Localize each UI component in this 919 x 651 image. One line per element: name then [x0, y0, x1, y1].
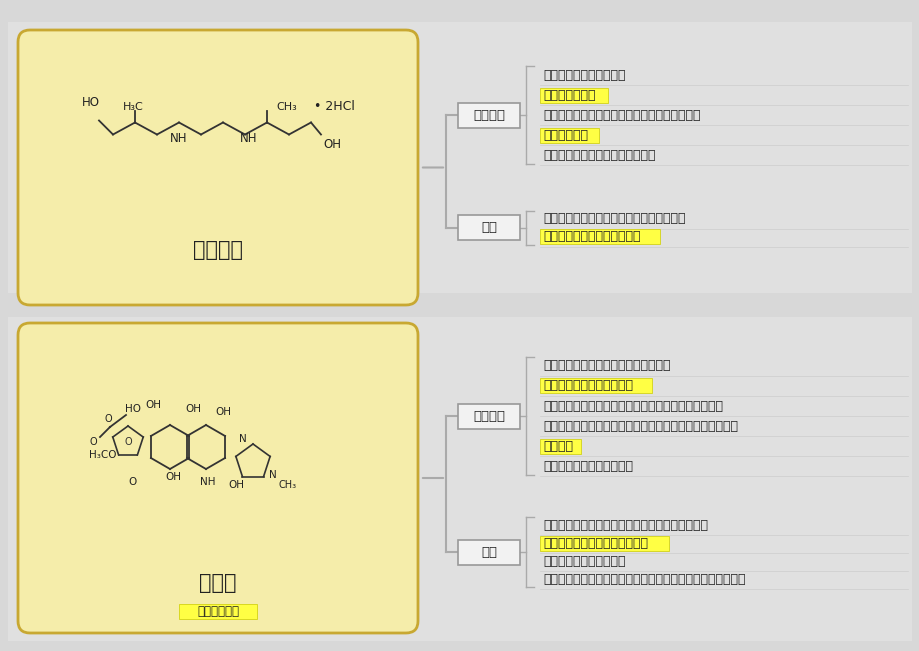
Text: • 2HCl: • 2HCl	[313, 100, 355, 113]
Text: CH₃: CH₃	[278, 480, 297, 490]
FancyBboxPatch shape	[18, 30, 417, 305]
Text: CH₃: CH₃	[277, 102, 297, 113]
Text: 耐药金葡菌及其它敏感细菌引起的感染，局部用药可治疗沙眼: 耐药金葡菌及其它敏感细菌引起的感染，局部用药可治疗沙眼	[542, 573, 744, 586]
Text: OH: OH	[228, 480, 244, 490]
Text: 本药仍然有效: 本药仍然有效	[542, 129, 587, 142]
Bar	[0, 293, 919, 317]
Text: H₃CO: H₃CO	[89, 450, 117, 460]
Text: 对前者的作用与异烟肼相当: 对前者的作用与异烟肼相当	[542, 380, 632, 393]
Text: 与其它抗结核药物间无交叉耐药性: 与其它抗结核药物间无交叉耐药性	[542, 148, 654, 161]
Bar	[539, 536, 668, 551]
Text: 麻风病可与抗麻风药合用: 麻风病可与抗麻风药合用	[542, 555, 625, 568]
Text: 对结核分枝杆菌、麻风分枝杆菌作用强: 对结核分枝杆菌、麻风分枝杆菌作用强	[542, 359, 670, 372]
Text: H₃C: H₃C	[122, 102, 143, 113]
Text: 也有作用: 也有作用	[542, 439, 573, 452]
Text: 选择性抑制结核分枝杆菌: 选择性抑制结核分枝杆菌	[542, 69, 625, 82]
Text: 既可以用于初治也可以用于复治: 既可以用于初治也可以用于复治	[542, 537, 647, 550]
Text: NH: NH	[200, 477, 216, 487]
Text: 同时对多种格兰阳性、阴性菌、以及某些病毒、沙眼衣原体: 同时对多种格兰阳性、阴性菌、以及某些病毒、沙眼衣原体	[542, 419, 737, 432]
Text: 抗菌作用: 抗菌作用	[472, 409, 505, 422]
Text: 乙胺丁醇: 乙胺丁醇	[193, 240, 243, 260]
Text: O: O	[104, 414, 112, 424]
Text: HO: HO	[125, 404, 141, 414]
Bar	[539, 230, 660, 245]
Bar	[458, 103, 519, 128]
Bar	[8, 315, 911, 641]
Text: NH: NH	[240, 133, 257, 146]
Text: 常与异烟肼、乙胺丁醇合用: 常与异烟肼、乙胺丁醇合用	[542, 460, 632, 473]
Text: 甲哌利福霉素: 甲哌利福霉素	[197, 605, 239, 618]
Text: 抗菌作用: 抗菌作用	[472, 109, 505, 122]
Bar	[458, 540, 519, 565]
Text: OH: OH	[323, 139, 341, 152]
Bar	[539, 128, 598, 143]
Text: N: N	[269, 470, 277, 480]
Text: O: O	[124, 437, 131, 447]
Text: OH: OH	[185, 404, 200, 414]
Text: NH: NH	[170, 133, 187, 146]
Text: 对异烟肼或链霉素已产生耐药性的结核分枝杆菌: 对异烟肼或链霉素已产生耐药性的结核分枝杆菌	[542, 109, 699, 122]
Text: HO: HO	[82, 96, 100, 109]
Text: 增强疗效、延缓耐药性的产生: 增强疗效、延缓耐药性的产生	[542, 230, 640, 243]
Bar	[539, 439, 581, 454]
Text: OH: OH	[165, 472, 181, 482]
Bar	[539, 378, 651, 393]
Text: 对其它细菌无效: 对其它细菌无效	[542, 89, 595, 102]
Bar	[458, 404, 519, 428]
Bar	[539, 88, 607, 103]
Text: 用途: 用途	[481, 221, 496, 234]
Text: 静止期、繁殖期、细胞内的结核分支杆菌均有杀菌作用: 静止期、繁殖期、细胞内的结核分支杆菌均有杀菌作用	[542, 400, 722, 413]
Text: 与异烟肼或利福平合用于各种结核病的治疗: 与异烟肼或利福平合用于各种结核病的治疗	[542, 212, 685, 225]
Bar	[179, 603, 256, 619]
Text: N: N	[239, 434, 246, 444]
Text: 用途: 用途	[481, 546, 496, 559]
Text: 利福平: 利福平	[199, 574, 236, 594]
Bar	[458, 215, 519, 240]
Text: 与其它抗结核药合用于肺结核病及其他部位结核病: 与其它抗结核药合用于肺结核病及其他部位结核病	[542, 519, 708, 532]
Bar	[8, 22, 911, 313]
Text: O: O	[89, 437, 96, 447]
Text: OH: OH	[215, 407, 231, 417]
Text: O: O	[129, 477, 137, 487]
Text: OH: OH	[145, 400, 161, 410]
FancyBboxPatch shape	[18, 323, 417, 633]
